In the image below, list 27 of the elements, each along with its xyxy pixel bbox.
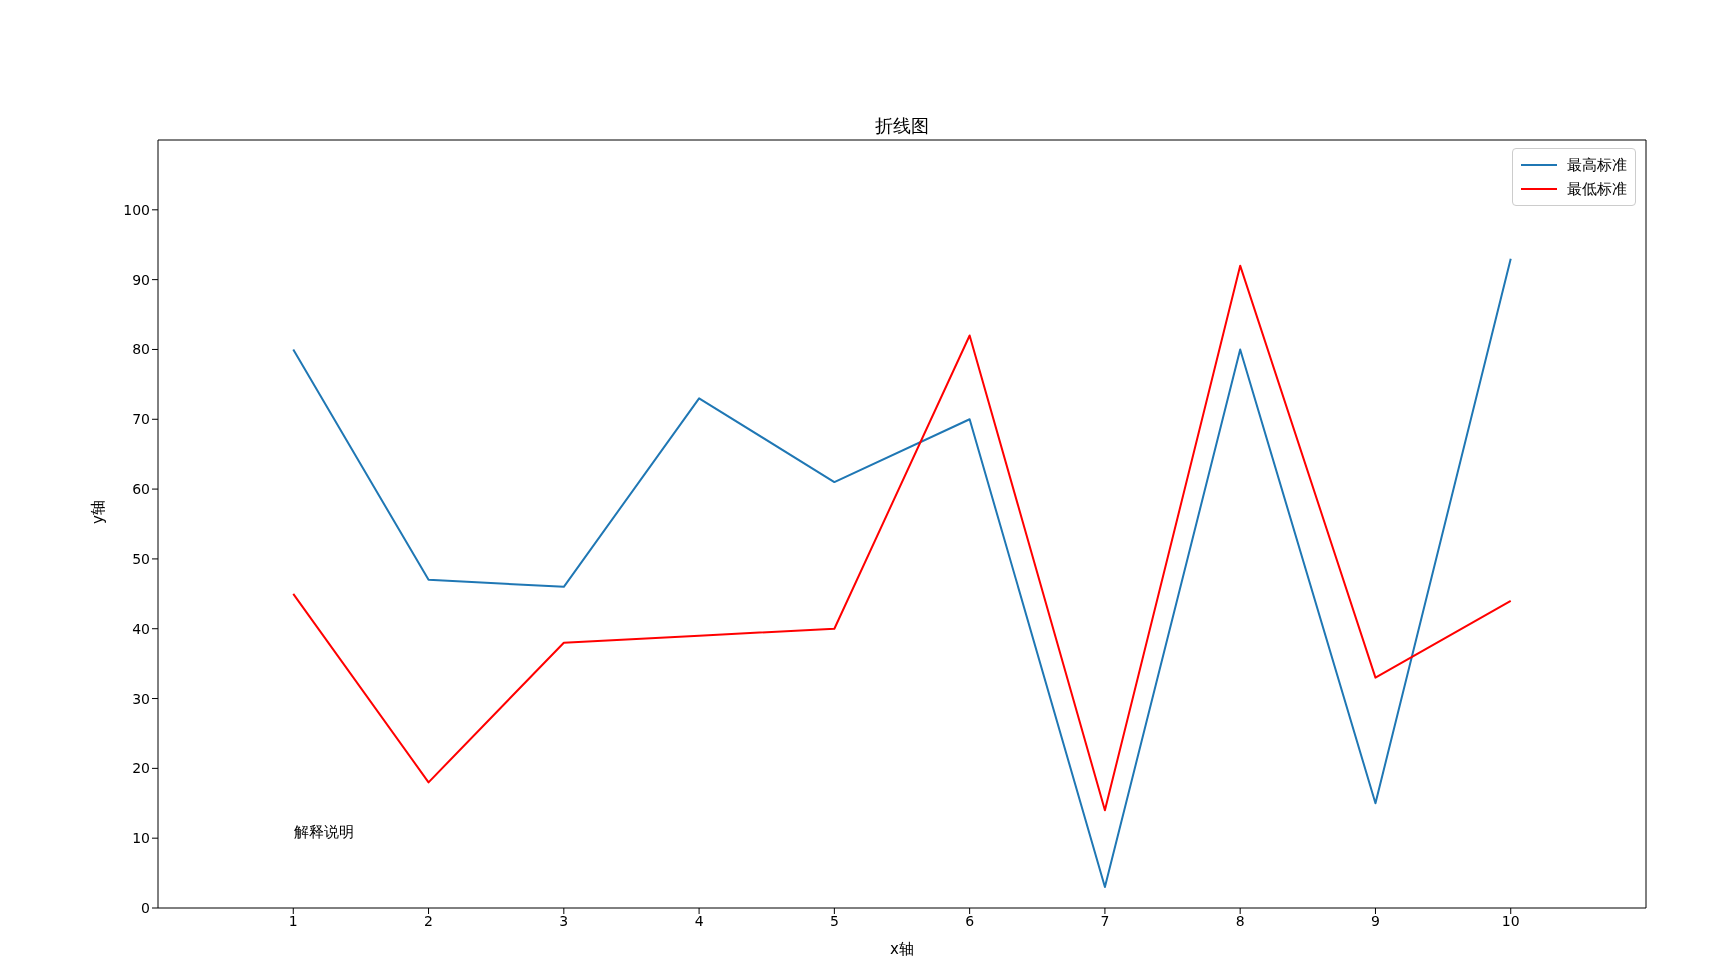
- y-tick-label: 30: [132, 690, 150, 707]
- x-tick-label: 5: [829, 912, 839, 929]
- x-tick-label: 9: [1370, 912, 1380, 929]
- y-tick-label: 60: [132, 481, 150, 498]
- y-tick-label: 100: [123, 201, 150, 218]
- y-tick-label: 10: [132, 830, 150, 847]
- x-axis-title: x轴: [890, 940, 914, 958]
- x-tick-label: 6: [965, 912, 975, 929]
- y-tick-label: 40: [132, 620, 150, 637]
- x-tick-label: 1: [288, 912, 298, 929]
- x-tick-label: 7: [1100, 912, 1110, 929]
- annotation: 解释说明: [294, 823, 354, 842]
- chart-title: 折线图: [874, 114, 930, 138]
- x-tick-label: 8: [1235, 912, 1245, 929]
- legend-label: 最高标准: [1567, 155, 1627, 175]
- y-tick-label: 70: [132, 411, 150, 428]
- y-tick-label: 90: [132, 271, 150, 288]
- y-tick-label: 20: [132, 760, 150, 777]
- x-tick-label: 10: [1501, 912, 1520, 929]
- x-tick-label: 2: [424, 912, 434, 929]
- legend-label: 最低标准: [1567, 179, 1627, 199]
- y-tick-label: 50: [132, 550, 150, 567]
- y-tick-label: 0: [141, 899, 150, 916]
- x-tick-label: 3: [559, 912, 569, 929]
- x-tick-label: 4: [694, 912, 704, 929]
- y-tick-label: 80: [132, 341, 150, 358]
- y-axis-title: y轴: [89, 500, 108, 524]
